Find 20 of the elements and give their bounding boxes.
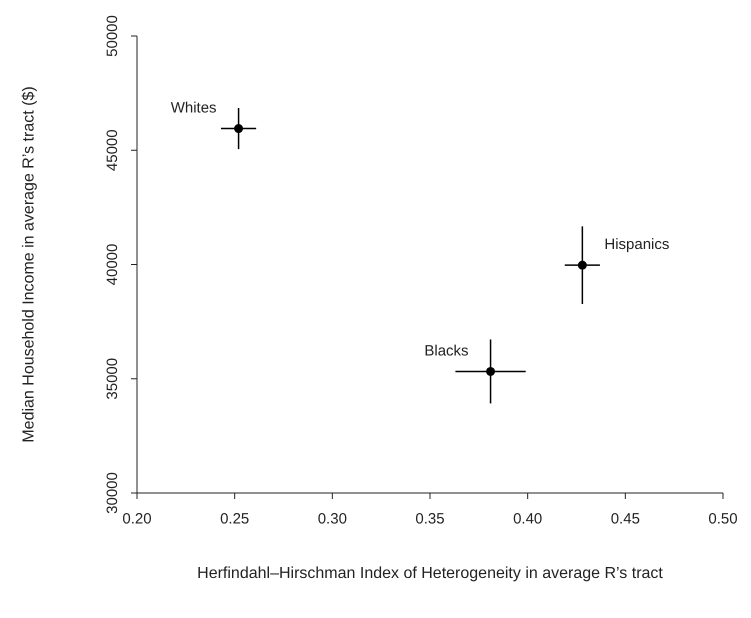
y-tick-label: 40000 xyxy=(104,244,121,286)
point xyxy=(578,260,587,270)
x-tick-label: 0.40 xyxy=(513,510,542,528)
annotation: Whites xyxy=(170,100,217,117)
x-tick-label: 0.30 xyxy=(318,510,347,528)
x-axis-title: Herfindahl–Hirschman Index of Heterogeneity in average R’s tract xyxy=(197,565,664,582)
annotation: Hispanics xyxy=(604,236,670,254)
point xyxy=(234,124,244,134)
x-tick-label: 0.25 xyxy=(220,510,250,528)
x-tick-label: 0.50 xyxy=(708,510,738,528)
point xyxy=(486,366,496,376)
x-tick-label: 0.35 xyxy=(415,510,445,528)
y-tick-label: 45000 xyxy=(104,129,121,172)
y-tick-label: 35000 xyxy=(104,358,121,400)
y-tick-label: 50000 xyxy=(104,15,121,57)
y-tick-label: 30000 xyxy=(104,472,121,514)
x-tick-label: 0.45 xyxy=(610,510,640,528)
annotation: Blacks xyxy=(424,342,469,360)
x-tick-label: 0.20 xyxy=(122,510,152,528)
y-axis-title: Median Household Income in average R’s tract ($) xyxy=(20,86,38,443)
